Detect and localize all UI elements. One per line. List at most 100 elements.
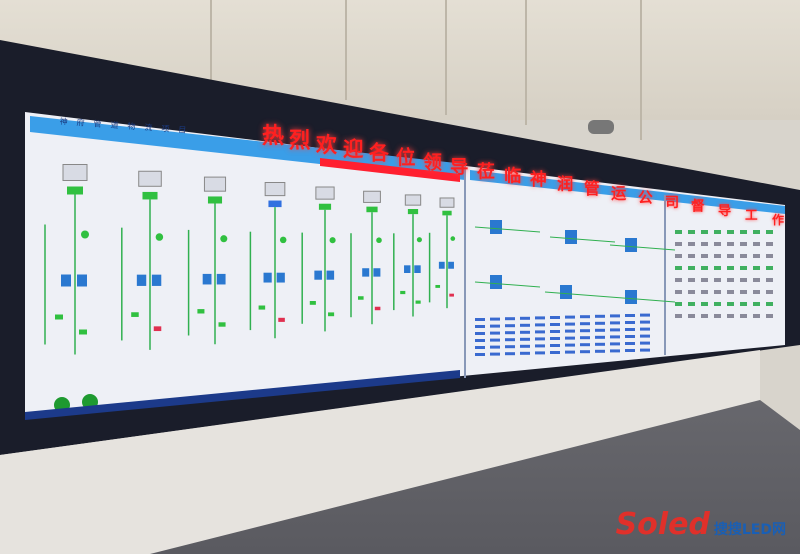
- silo-icon: [315, 186, 335, 200]
- data-grid-cell: [595, 342, 605, 346]
- status-cell: [701, 254, 708, 258]
- data-grid-cell: [625, 335, 635, 338]
- status-cell: [766, 314, 773, 318]
- feeder-icon: [207, 196, 223, 204]
- feeder-icon: [67, 186, 83, 195]
- silo-icon: [439, 197, 455, 208]
- pipe-line: [609, 296, 676, 303]
- data-grid-cell: [580, 350, 590, 354]
- valve-icon: [358, 296, 364, 300]
- status-cell: [740, 278, 747, 282]
- pipe-line: [549, 236, 616, 243]
- status-cell: [727, 242, 734, 246]
- data-grid-cell: [505, 345, 515, 349]
- valve-icon: [400, 290, 406, 295]
- banner-char: 管: [584, 180, 600, 199]
- valve-icon: [55, 314, 63, 320]
- feeder-icon: [268, 200, 282, 208]
- data-grid-cell: [640, 334, 650, 338]
- data-grid-cell: [640, 320, 650, 324]
- watermark-brand: Soled: [615, 507, 710, 542]
- data-grid-cell: [490, 324, 500, 328]
- status-cell: [701, 302, 708, 306]
- status-cell: [727, 266, 734, 270]
- feeder-icon: [407, 209, 419, 215]
- data-grid-cell: [490, 352, 500, 356]
- data-grid-cell: [475, 332, 485, 335]
- data-grid-cell: [490, 317, 500, 321]
- data-grid-cell: [610, 335, 620, 339]
- status-cell: [753, 302, 760, 306]
- status-cell: [701, 290, 708, 294]
- data-grid-cell: [580, 336, 590, 340]
- tank-icon: [490, 220, 502, 234]
- feeder-icon: [318, 203, 332, 210]
- status-cell: [688, 266, 695, 270]
- alarm-bar: [320, 158, 460, 182]
- status-cell: [766, 266, 773, 270]
- watermark-logo: Soled 搜搜LED网: [616, 507, 786, 542]
- status-cell: [675, 290, 682, 294]
- data-grid-cell: [535, 351, 545, 355]
- taskbar: [25, 370, 460, 420]
- status-cell: [753, 230, 760, 234]
- data-grid-cell: [535, 337, 545, 341]
- wall-panel-seam: [345, 0, 347, 100]
- silo-icon: [62, 164, 88, 181]
- valve-icon: [449, 293, 454, 297]
- tank-icon: [625, 238, 637, 252]
- banner-char: 司: [664, 194, 679, 211]
- data-grid-cell: [625, 321, 635, 324]
- status-cell: [727, 290, 734, 294]
- status-cell: [714, 230, 721, 234]
- status-cell: [688, 278, 695, 282]
- silo-icon: [138, 170, 162, 187]
- data-grid-cell: [505, 331, 515, 335]
- tank-icon: [490, 275, 502, 289]
- data-grid-cell: [565, 350, 575, 354]
- pump-icon: [81, 230, 89, 239]
- data-grid-cell: [535, 330, 545, 334]
- pipe-line: [544, 291, 611, 298]
- data-grid-cell: [520, 351, 530, 355]
- data-grid-cell: [475, 346, 485, 349]
- status-cell: [701, 266, 708, 270]
- status-cell: [753, 278, 760, 282]
- valve-icon: [218, 322, 226, 327]
- status-cell: [753, 314, 760, 318]
- feeder-icon: [142, 191, 158, 200]
- banner-char: 烈: [288, 128, 311, 154]
- banner-char: 运: [610, 185, 627, 203]
- valve-icon: [258, 305, 266, 310]
- status-cell: [714, 290, 721, 294]
- data-grid-cell: [475, 339, 485, 342]
- tank-icon: [326, 270, 335, 280]
- data-grid-cell: [475, 325, 485, 328]
- status-cell: [714, 254, 721, 258]
- data-grid-cell: [610, 349, 620, 353]
- tank-icon: [136, 274, 147, 286]
- data-grid-cell: [595, 314, 605, 318]
- data-grid-cell: [550, 337, 560, 340]
- data-grid-cell: [595, 335, 605, 339]
- status-cell: [740, 266, 747, 270]
- data-grid-cell: [535, 316, 545, 320]
- status-cell: [675, 302, 682, 306]
- valve-icon: [374, 306, 381, 311]
- data-grid-cell: [505, 338, 515, 342]
- tank-icon: [61, 274, 71, 287]
- valve-icon: [328, 312, 335, 317]
- wall-panel-seam: [525, 0, 527, 125]
- tank-icon: [448, 261, 454, 269]
- status-cell: [727, 302, 734, 306]
- data-grid-cell: [610, 314, 620, 318]
- pump-icon: [155, 233, 164, 241]
- valve-icon: [79, 329, 87, 335]
- status-cell: [740, 290, 747, 294]
- valve-icon: [131, 312, 139, 317]
- status-cell: [701, 314, 708, 318]
- feeder-icon: [442, 210, 452, 216]
- banner-char: 各: [369, 142, 390, 166]
- wall-panel-seam: [445, 0, 447, 115]
